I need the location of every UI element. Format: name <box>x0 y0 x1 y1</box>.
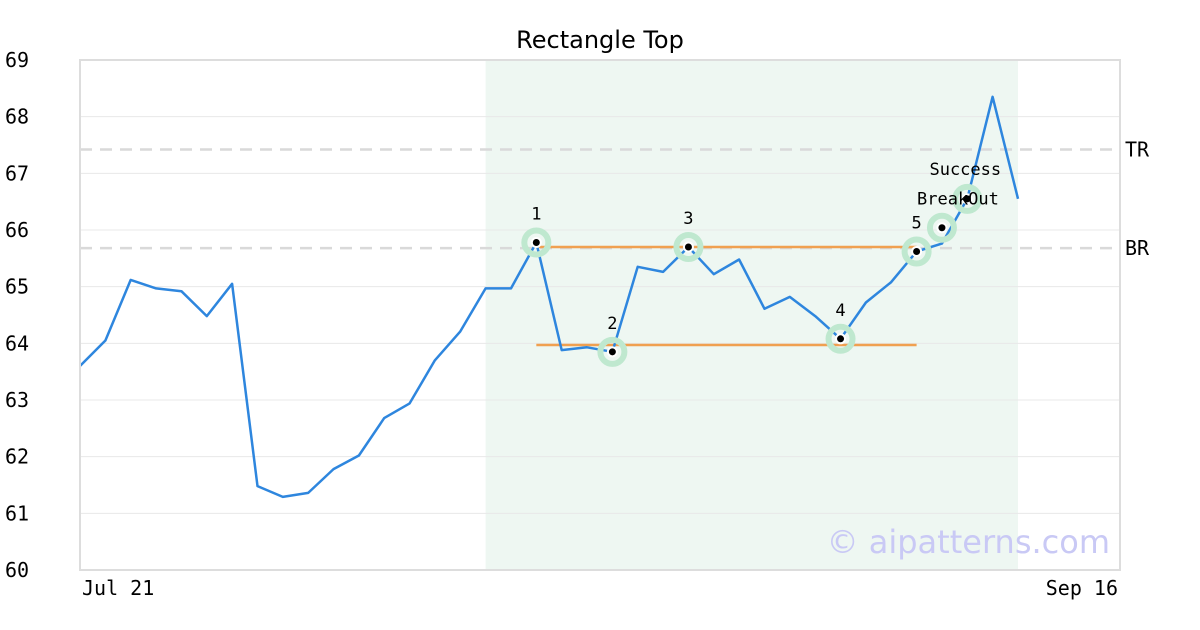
y-tick-label: 63 <box>5 388 29 412</box>
point-marker-ring <box>952 183 983 214</box>
point-marker-dot <box>963 195 971 203</box>
point-marker-dot <box>532 238 540 246</box>
y-tick-label: 64 <box>5 331 29 355</box>
x-tick-label: Sep 16 <box>1046 576 1118 600</box>
point-marker-dot <box>837 335 845 343</box>
y-tick-label: 67 <box>5 161 29 185</box>
x-tick-label: Jul 21 <box>82 576 154 600</box>
y-tick-label: 60 <box>5 558 29 582</box>
point-marker-ring <box>673 232 704 262</box>
watermark: © aipatterns.com <box>827 523 1110 561</box>
annotation-breakout: BreakOut <box>917 190 999 210</box>
plot-frame <box>79 59 1121 571</box>
pattern-point-label-4: 4 <box>835 301 845 321</box>
point-marker-dot <box>938 224 946 232</box>
y-tick-label: 62 <box>5 445 29 469</box>
pattern-point-label-5: 5 <box>911 214 921 234</box>
pattern-point-label-1: 1 <box>531 204 541 224</box>
y-tick-label: 68 <box>5 105 29 129</box>
point-marker-dot <box>608 348 616 356</box>
point-marker-dot <box>913 248 921 256</box>
point-marker-ring <box>901 236 932 267</box>
y-tick-label: 69 <box>5 48 29 72</box>
chart-title: Rectangle Top <box>516 26 684 54</box>
point-marker-ring <box>926 212 957 243</box>
annotation-success: Success <box>929 160 1001 180</box>
point-marker-ring <box>825 323 856 354</box>
y-tick-label: 66 <box>5 218 29 242</box>
reference-label-tr: TR <box>1125 138 1150 162</box>
pattern-point-label-3: 3 <box>683 209 693 229</box>
pattern-point-label-2: 2 <box>607 314 617 334</box>
point-marker-ring <box>597 336 628 367</box>
price-line <box>79 95 1020 499</box>
point-marker-ring <box>521 227 552 258</box>
y-tick-label: 61 <box>5 501 29 525</box>
point-marker-dot <box>684 243 692 251</box>
y-tick-label: 65 <box>5 275 29 299</box>
reference-label-br: BR <box>1125 236 1150 260</box>
pattern-highlight-region <box>485 60 1019 570</box>
